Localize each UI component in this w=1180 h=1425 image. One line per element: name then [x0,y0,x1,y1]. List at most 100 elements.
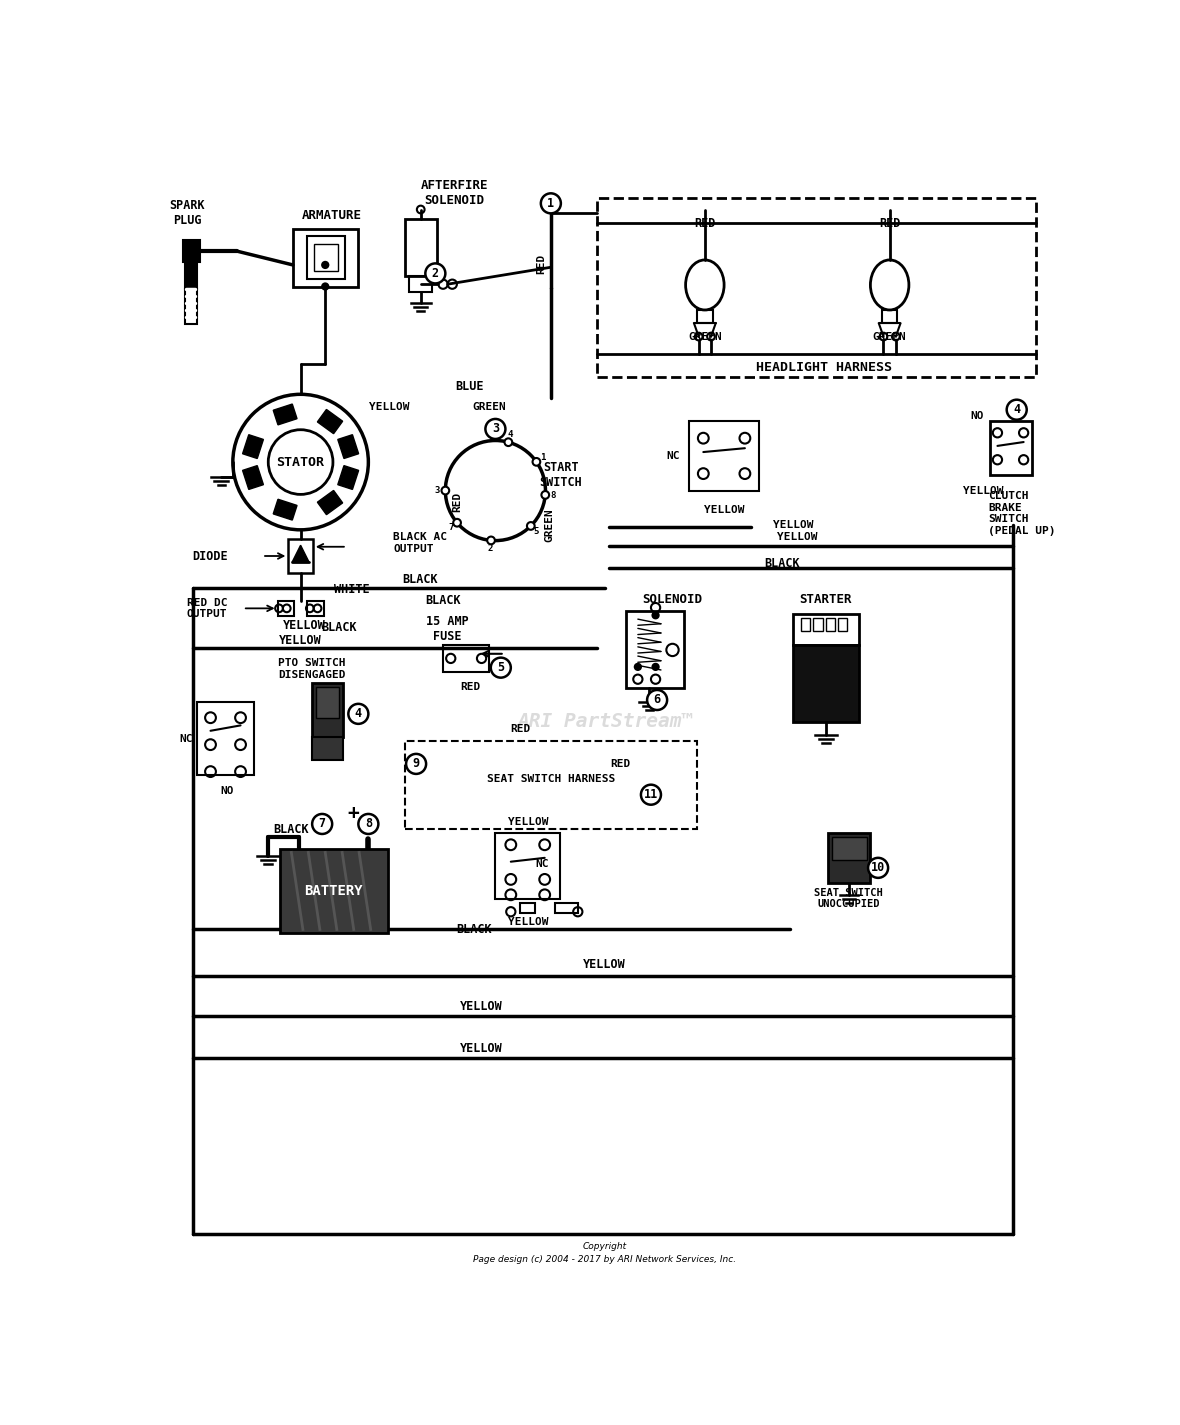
Circle shape [540,194,560,214]
Text: SEAT SWITCH HARNESS: SEAT SWITCH HARNESS [486,774,615,784]
Bar [838,617,847,631]
Bar [801,617,811,631]
Bar [405,219,437,276]
Bar [337,435,359,459]
Circle shape [348,704,368,724]
Text: 1: 1 [548,197,555,209]
Text: 4: 4 [1014,403,1021,416]
Bar [274,405,297,425]
Text: START
SWITCH: START SWITCH [539,462,582,489]
Bar [555,902,578,913]
Bar [881,309,897,323]
Text: NC: NC [667,450,680,460]
Text: Copyright
Page design (c) 2004 - 2017 by ARI Network Services, Inc.: Copyright Page design (c) 2004 - 2017 by… [473,1243,736,1264]
Bar [243,466,263,489]
Text: BLACK: BLACK [321,621,356,634]
Bar [307,601,323,616]
Text: NC: NC [179,734,192,744]
Text: RED: RED [610,760,630,770]
Text: +: + [347,805,359,824]
Text: BLACK AC
OUTPUT: BLACK AC OUTPUT [393,532,447,554]
Text: RED: RED [452,492,461,512]
Bar [697,309,713,323]
Circle shape [1007,399,1027,420]
Text: RED: RED [879,217,900,229]
Bar [627,611,684,688]
Bar [313,683,343,737]
Text: GREEN: GREEN [873,332,906,342]
Text: 3: 3 [492,422,499,436]
Text: PTO SWITCH
DISENGAGED: PTO SWITCH DISENGAGED [278,658,346,680]
Text: DIODE: DIODE [192,550,228,563]
Bar [793,614,859,644]
Text: 15 AMP
FUSE: 15 AMP FUSE [426,616,468,643]
Text: CLUTCH
BRAKE
SWITCH
(PEDAL UP): CLUTCH BRAKE SWITCH (PEDAL UP) [988,492,1056,536]
Text: NC: NC [536,859,549,869]
Text: ARI PartStream™: ARI PartStream™ [517,712,693,731]
Text: BLACK: BLACK [455,923,492,936]
Text: 11: 11 [644,788,658,801]
Bar [689,422,759,490]
Circle shape [653,664,658,670]
Text: YELLOW: YELLOW [369,402,409,412]
Bar [337,466,359,489]
Circle shape [505,439,512,446]
Bar [277,601,295,616]
Text: SOLENOID: SOLENOID [642,593,702,607]
Circle shape [359,814,379,834]
Text: 3: 3 [435,486,440,494]
Text: 2: 2 [432,266,439,279]
Circle shape [641,785,661,805]
Text: BLUE: BLUE [455,380,484,393]
Text: BLACK: BLACK [425,594,461,607]
Polygon shape [293,546,309,561]
Text: RED: RED [510,724,530,734]
Text: ARMATURE: ARMATURE [301,209,361,222]
Bar [307,237,346,279]
Circle shape [635,664,641,670]
Text: RED: RED [694,217,715,229]
Bar [832,836,866,861]
Text: GREEN: GREEN [544,509,555,542]
Bar [793,644,859,721]
Text: YELLOW: YELLOW [283,618,326,631]
Circle shape [453,519,461,527]
Text: 4: 4 [507,430,513,439]
Bar [990,422,1032,475]
Circle shape [532,457,540,466]
Text: WHITE: WHITE [334,583,369,596]
Text: YELLOW: YELLOW [507,817,548,826]
Bar [314,244,337,271]
Text: 10: 10 [871,861,885,875]
Bar [442,644,490,671]
Text: YELLOW: YELLOW [963,486,1004,496]
Text: 7: 7 [448,523,454,532]
Bar [826,617,835,631]
Circle shape [313,814,333,834]
Circle shape [527,522,535,530]
Bar [317,490,342,514]
Circle shape [441,487,450,494]
Bar [409,276,432,292]
Bar [313,737,343,760]
Bar [520,902,536,913]
Bar [813,617,822,631]
Text: BLACK: BLACK [402,573,438,586]
Circle shape [868,858,889,878]
Text: AFTERFIRE
SOLENOID: AFTERFIRE SOLENOID [421,178,489,207]
Text: GREEN: GREEN [472,402,506,412]
Text: HEADLIGHT HARNESS: HEADLIGHT HARNESS [756,361,892,373]
Bar [293,229,359,286]
Text: 6: 6 [654,694,661,707]
Text: YELLOW: YELLOW [703,504,745,514]
Circle shape [232,395,368,530]
Circle shape [485,419,505,439]
Text: 5: 5 [533,527,539,536]
Bar [317,409,342,433]
Bar [828,834,871,884]
Text: YELLOW: YELLOW [460,1042,503,1056]
Text: BLACK: BLACK [763,557,800,570]
Text: 7: 7 [319,818,326,831]
Text: 5: 5 [497,661,504,674]
Text: 8: 8 [365,818,372,831]
